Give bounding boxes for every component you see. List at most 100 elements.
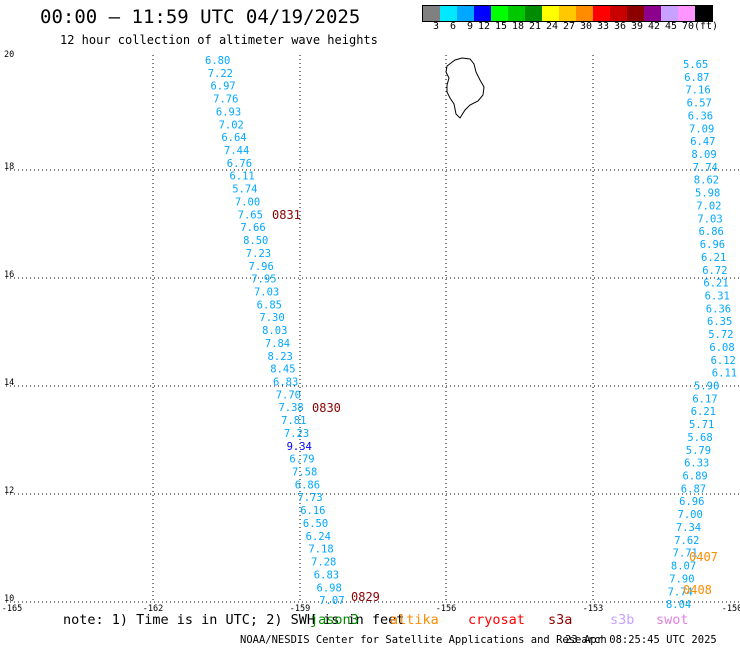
legend-swatch <box>678 6 695 21</box>
wave-height-label-right: 6.86 <box>699 226 724 238</box>
wave-height-label-left: 8.03 <box>262 325 287 337</box>
wave-height-label-right: 8.09 <box>691 149 716 161</box>
legend-label: 24 <box>545 21 558 32</box>
legend-label: 42 <box>647 21 660 32</box>
wave-height-label-right: 6.33 <box>684 458 709 470</box>
legend-swatch <box>491 6 508 21</box>
wave-height-label-left: 7.95 <box>251 274 276 286</box>
wave-height-label-left: 6.79 <box>289 454 314 466</box>
longitude-tick-label: -156 <box>436 604 456 614</box>
wave-height-label-right: 6.21 <box>691 406 716 418</box>
legend-swatch <box>457 6 474 21</box>
wave-height-label-right: 8.07 <box>671 561 696 573</box>
wave-height-label-right: 5.79 <box>686 445 711 457</box>
wave-height-label-right: 6.36 <box>706 303 731 315</box>
latitude-tick-label: 12 <box>4 486 14 496</box>
wave-height-label-left: 6.83 <box>273 377 298 389</box>
wave-height-label-left: 8.50 <box>243 235 268 247</box>
wave-height-label-right: 6.21 <box>703 278 728 290</box>
legend-label: 27 <box>562 21 575 32</box>
longitude-tick-label: -162 <box>143 604 163 614</box>
legend-label: 39 <box>630 21 643 32</box>
wave-height-label-left: 6.93 <box>216 106 241 118</box>
wave-height-label-right: 6.47 <box>690 136 715 148</box>
wave-height-label-left: 7.65 <box>238 209 263 221</box>
wave-height-label-left: 7.76 <box>213 94 238 106</box>
wave-height-label-right: 5.65 <box>683 59 708 71</box>
legend-swatch <box>542 6 559 21</box>
legend-swatch <box>644 6 661 21</box>
wave-height-label-left: 7.73 <box>297 492 322 504</box>
legend-label: 15 <box>494 21 507 32</box>
latitude-tick-label: 20 <box>4 50 14 60</box>
wave-height-label-left: 7.81 <box>281 415 306 427</box>
legend-label: 21 <box>528 21 541 32</box>
wave-height-label-left: 6.80 <box>205 55 230 67</box>
wave-height-label-right: 8.04 <box>666 599 691 611</box>
legend-swatch <box>474 6 491 21</box>
wave-height-label-right: 5.90 <box>694 381 719 393</box>
wave-height-label-right: 7.74 <box>668 586 693 598</box>
wave-height-label-left: 7.03 <box>254 286 279 298</box>
wave-height-label-left: 6.24 <box>306 531 331 543</box>
wave-height-label-right: 7.71 <box>673 548 698 560</box>
legend-label: 45 <box>664 21 677 32</box>
wave-height-label-left: 5.74 <box>232 184 257 196</box>
wave-height-label-left: 6.64 <box>221 132 246 144</box>
longitude-tick-label: -159 <box>290 604 310 614</box>
satellite-key-swot: swot <box>656 612 689 628</box>
legend-label: 3 <box>432 21 439 32</box>
wave-height-label-right: 5.98 <box>695 188 720 200</box>
longitude-tick-label: -153 <box>583 604 603 614</box>
wave-height-label-left: 6.97 <box>210 81 235 93</box>
legend-label: (ft) <box>694 21 719 32</box>
wave-height-label-left: 8.23 <box>268 351 293 363</box>
wave-height-label-right: 5.71 <box>689 419 714 431</box>
wave-height-label-right: 6.57 <box>687 98 712 110</box>
wave-height-label-right: 6.31 <box>705 290 730 302</box>
footnote: note: 1) Time is in UTC; 2) SWH is in fe… <box>63 612 404 628</box>
color-legend <box>422 5 713 22</box>
wave-height-label-left: 7.02 <box>219 119 244 131</box>
legend-label: 9 <box>466 21 473 32</box>
wave-height-label-left: 9.34 <box>287 441 312 453</box>
wave-height-label-left: 8.45 <box>270 364 295 376</box>
wave-height-label-right: 6.96 <box>700 239 725 251</box>
wave-height-label-left: 6.50 <box>303 518 328 530</box>
legend-swatch <box>508 6 525 21</box>
wave-height-label-left: 7.66 <box>240 222 265 234</box>
latitude-tick-label: 10 <box>4 594 14 604</box>
wave-height-label-left: 7.23 <box>284 428 309 440</box>
wave-height-label-right: 7.09 <box>689 123 714 135</box>
wave-height-label-right: 6.17 <box>692 393 717 405</box>
wave-height-label-left: 7.00 <box>235 196 260 208</box>
wave-height-label-left: 6.86 <box>295 479 320 491</box>
pass-time-label: 0408 <box>683 583 712 597</box>
legend-swatch <box>525 6 542 21</box>
wave-height-label-right: 6.08 <box>709 342 734 354</box>
map-subtitle: 12 hour collection of altimeter wave hei… <box>60 33 378 47</box>
pass-time-label: 0830 <box>312 401 341 415</box>
legend-swatch <box>627 6 644 21</box>
wave-height-label-left: 7.22 <box>208 68 233 80</box>
wave-height-label-right: 6.96 <box>679 496 704 508</box>
legend-swatch <box>423 6 440 21</box>
wave-height-label-right: 6.12 <box>711 355 736 367</box>
wave-height-label-right: 7.34 <box>676 522 701 534</box>
legend-label: 12 <box>477 21 490 32</box>
legend-swatch <box>559 6 576 21</box>
wave-height-label-left: 6.11 <box>229 171 254 183</box>
latitude-tick-label: 18 <box>4 162 14 172</box>
wave-height-label-right: 7.00 <box>678 509 703 521</box>
satellite-key-s3b: s3b <box>610 612 635 628</box>
latitude-tick-label: 14 <box>4 378 14 388</box>
wave-height-label-right: 7.02 <box>696 200 721 212</box>
graticule <box>6 55 740 603</box>
legend-label: 6 <box>449 21 456 32</box>
satellite-key-jason3: jason3 <box>310 612 359 628</box>
wave-height-label-left: 6.83 <box>314 569 339 581</box>
wave-height-label-right: 6.35 <box>707 316 732 328</box>
latitude-tick-label: 16 <box>4 270 14 280</box>
wave-height-label-left: 6.85 <box>257 299 282 311</box>
